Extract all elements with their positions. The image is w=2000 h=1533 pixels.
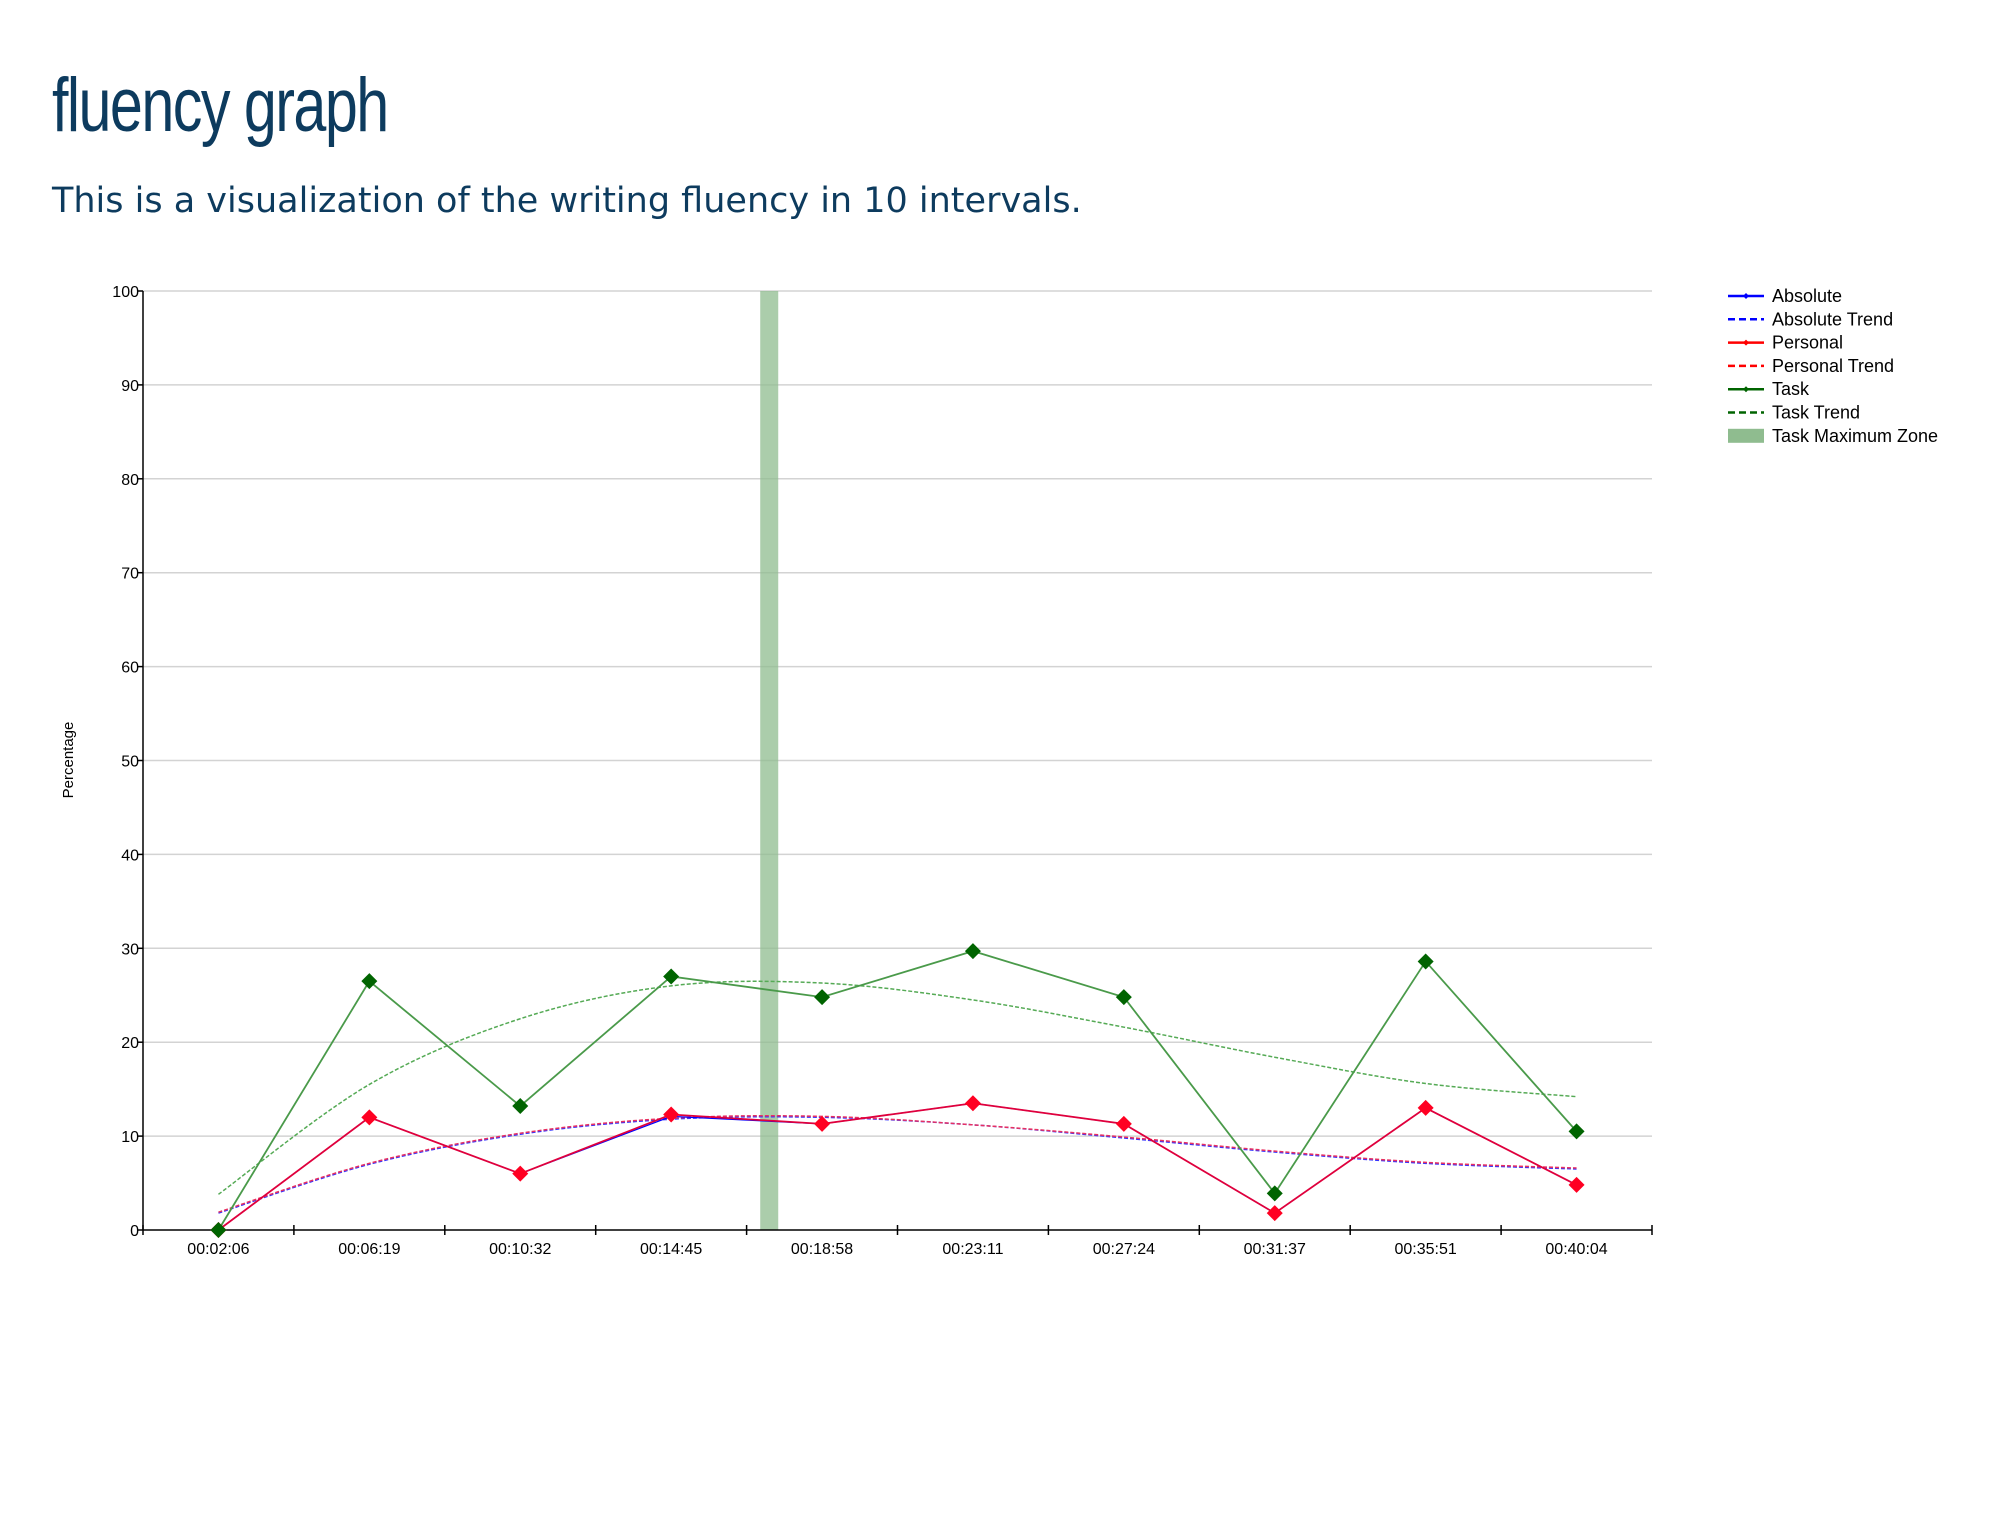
y-tick-label: 100 [112,284,139,301]
data-point-task [814,989,831,1006]
x-tick-label: 00:18:58 [791,1241,853,1258]
data-point-task [1266,1185,1283,1202]
data-point-personal [512,1165,529,1182]
x-tick-label: 00:27:24 [1093,1241,1155,1258]
y-tick-label: 80 [121,472,139,489]
x-tick-label: 00:14:45 [640,1241,702,1258]
data-point-task [210,1222,227,1238]
x-tick-label: 00:10:32 [489,1241,551,1258]
trend-line-task-trend [218,980,1577,1195]
page-subtitle: This is a visualization of the writing f… [52,181,1082,221]
y-tick-label: 60 [121,660,139,677]
legend-label: Personal [1772,333,1843,353]
max-zone-band [760,291,779,1230]
series-layer [217,950,1578,1231]
legend-label: Task Maximum Zone [1772,426,1938,446]
data-point-task [361,973,378,990]
x-tick-label: 00:06:19 [338,1241,400,1258]
data-point-task [1568,1123,1585,1140]
legend-swatch-band [1728,428,1764,443]
data-point-task [663,968,680,985]
legend-label: Task Trend [1772,403,1860,423]
y-tick-label: 30 [121,941,139,958]
series-line-personal [217,1102,1577,1231]
y-tick-label: 50 [121,754,139,771]
data-point-task [1115,989,1132,1006]
x-tick-label: 00:40:04 [1545,1241,1607,1258]
data-point-personal [1417,1099,1434,1116]
legend-label: Absolute Trend [1772,309,1893,329]
x-tick-label: 00:02:06 [187,1241,249,1258]
data-point-personal [814,1115,831,1132]
x-tick-label: 00:35:51 [1395,1241,1457,1258]
legend-label: Personal Trend [1772,356,1894,376]
data-point-personal [663,1106,680,1123]
trend-line-personal-trend [218,1115,1577,1213]
series-line-task [217,950,1578,1231]
data-point-task [964,943,981,960]
data-point-personal [1568,1176,1585,1193]
y-tick-label: 10 [121,1129,139,1146]
legend-swatch-marker [1743,386,1749,393]
y-axis-label: Percentage [60,722,77,799]
y-tick-label: 20 [121,1035,139,1052]
legend-swatch-marker [1743,339,1749,346]
trend-layer [218,980,1577,1214]
data-point-personal [1266,1205,1283,1222]
axis-layer: 0 10 20 30 40 50 60 70 80 90 100 00:02:06 00:06:19 00… [112,284,1653,1258]
x-tick-label: 00:23:11 [942,1241,1003,1258]
y-tick-label: 70 [121,566,139,583]
y-tick-label: 0 [130,1223,139,1240]
data-point-personal [964,1095,981,1112]
series-line-absolute [218,1102,1577,1231]
max-zone-layer [760,291,779,1230]
marker-layer [210,943,1585,1238]
data-point-task [1417,953,1434,970]
data-point-personal [1115,1115,1132,1132]
legend: Absolute Absolute Trend Personal Personal T… [1728,286,1938,446]
x-tick-label: 00:31:37 [1244,1241,1306,1258]
trend-line-absolute-trend [218,1116,1577,1214]
data-point-personal [361,1109,378,1126]
y-tick-label: 40 [121,847,139,864]
page-title: fluency graph [52,63,389,148]
legend-label: Absolute [1772,286,1842,306]
legend-label: Task [1772,379,1810,399]
data-point-task [512,1098,529,1115]
grid-layer [143,290,1652,1137]
legend-swatch-marker [1743,293,1749,299]
y-tick-label: 90 [121,378,139,395]
